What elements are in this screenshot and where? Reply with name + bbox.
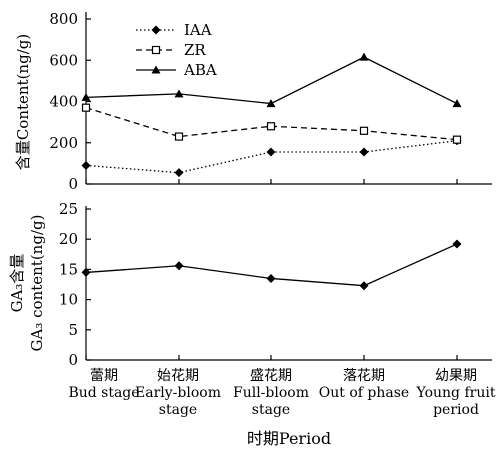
bottom-y-tick-label: 10 <box>59 291 78 309</box>
bottom-y-tick-label: 25 <box>59 200 78 218</box>
top-x-ticks <box>85 179 458 184</box>
top-data-point <box>359 147 369 157</box>
top-series-line-iaa <box>85 140 458 174</box>
category-label: Early-bloom <box>135 385 221 401</box>
x-axis-title: 时期Period <box>247 429 331 448</box>
category-label: Full-bloom <box>233 385 309 401</box>
legend-aba-marker <box>151 65 161 74</box>
top-data-point <box>359 52 369 61</box>
top-data-point <box>174 168 184 178</box>
top-data-point <box>266 122 276 131</box>
top-data-point <box>266 147 276 157</box>
top-y-tick-label: 400 <box>49 93 78 111</box>
bottom-series-group <box>81 239 462 291</box>
category-label: stage <box>159 402 197 418</box>
category-label: period <box>433 402 479 418</box>
top-data-point <box>174 132 184 141</box>
legend: IAA ZR ABA <box>136 21 217 79</box>
bottom-panel: 0 5 10 15 20 25 GA₃含量 GA₃ content(ng/g) <box>8 200 492 369</box>
bottom-y-ticks: 0 5 10 15 20 25 <box>59 200 91 369</box>
category-label: 始花期 <box>157 368 199 384</box>
bottom-data-point <box>174 261 184 271</box>
top-data-point <box>452 99 462 108</box>
top-y-tick-label: 0 <box>68 175 78 193</box>
top-data-point <box>174 89 184 98</box>
bottom-data-point <box>452 239 462 249</box>
top-series-group <box>81 52 462 178</box>
category-label: Out of phase <box>319 385 409 401</box>
category-label: 落花期 <box>343 368 385 384</box>
category-label: Bud stage <box>68 385 139 401</box>
bottom-y-tick-label: 0 <box>68 351 78 369</box>
bottom-x-ticks <box>85 355 458 360</box>
category-label: 蕾期 <box>90 368 118 384</box>
bottom-data-point <box>81 267 91 277</box>
top-y-tick-label: 200 <box>49 134 78 152</box>
legend-zr-label: ZR <box>184 41 206 59</box>
top-data-point <box>81 92 91 101</box>
bottom-y-axis-label-line1: GA₃含量 <box>8 254 26 313</box>
bottom-data-point <box>359 281 369 291</box>
legend-aba-label: ABA <box>183 61 217 79</box>
category-label: Young fruit <box>416 385 496 401</box>
top-data-point <box>266 99 276 108</box>
top-series-line-zr <box>85 107 458 141</box>
top-data-point <box>359 126 369 135</box>
bottom-y-tick-label: 15 <box>59 260 78 278</box>
bottom-y-axis-label-line2: GA₃ content(ng/g) <box>28 215 46 352</box>
top-series-line-aba <box>85 56 458 105</box>
top-y-ticks: 0 200 400 600 800 <box>49 10 91 193</box>
top-y-tick-label: 600 <box>49 51 78 69</box>
legend-zr-marker <box>151 45 161 55</box>
top-data-point <box>452 135 462 144</box>
top-y-tick-label: 800 <box>49 10 78 28</box>
top-data-point <box>81 160 91 170</box>
category-label: stage <box>252 402 290 418</box>
bottom-y-tick-label: 5 <box>68 321 78 339</box>
top-panel: 0 200 400 600 800 含量Content(ng/g) IAA ZR ABA <box>14 10 492 193</box>
category-label: 幼果期 <box>435 368 477 384</box>
legend-iaa-marker <box>151 25 161 35</box>
category-label: 盛花期 <box>250 368 292 384</box>
bottom-data-point <box>266 273 276 283</box>
bottom-y-tick-label: 20 <box>59 230 78 248</box>
top-y-axis-label: 含量Content(ng/g) <box>14 34 32 170</box>
legend-iaa-label: IAA <box>184 21 212 39</box>
top-data-point <box>81 103 91 112</box>
